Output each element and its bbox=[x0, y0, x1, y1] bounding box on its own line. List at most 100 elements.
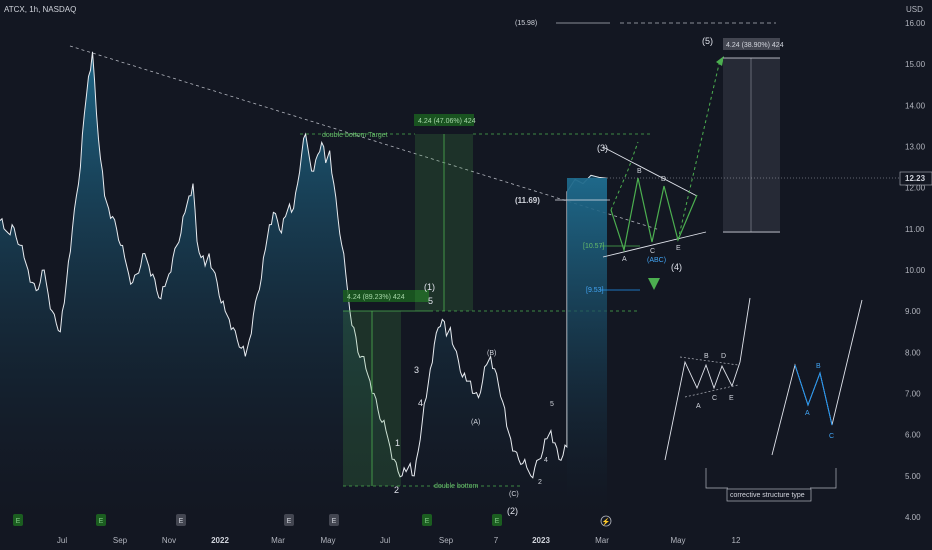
x-tick-label: Sep bbox=[113, 536, 128, 545]
x-tick-label: Nov bbox=[162, 536, 176, 545]
wave-4-label: (4) bbox=[671, 262, 682, 272]
x-tick-label: 2023 bbox=[532, 536, 550, 545]
wave-1-label: (1) bbox=[424, 282, 435, 292]
mid-measure-label-bg bbox=[414, 114, 474, 126]
level-1057-label: [10.57] bbox=[583, 243, 604, 250]
sub-wave-c: (C) bbox=[509, 491, 519, 498]
dividend-lightning-icon[interactable]: ⚡ bbox=[600, 515, 612, 527]
sub-wave-2: 2 bbox=[394, 485, 399, 495]
svg-text:E: E bbox=[99, 518, 104, 525]
corrective-label: corrective structure type bbox=[730, 492, 805, 499]
svg-text:E: E bbox=[425, 518, 430, 525]
earnings-icon[interactable]: E bbox=[13, 514, 23, 526]
x-tick-label: May bbox=[320, 536, 335, 545]
double-bottom-label: double bottom bbox=[434, 483, 479, 490]
price-line bbox=[0, 51, 608, 479]
y-tick-label: 5.00 bbox=[905, 472, 921, 481]
tri-abc: (ABC) bbox=[647, 257, 666, 264]
abc-c: C bbox=[829, 433, 834, 440]
corrective-triangle-lower bbox=[684, 384, 739, 398]
corrective-bracket bbox=[705, 468, 728, 489]
minor-2: 2 bbox=[538, 479, 542, 486]
y-tick-label: 7.00 bbox=[905, 390, 921, 399]
event-markers[interactable]: E E E E E E E ⚡ bbox=[13, 514, 612, 527]
wave5-arrowhead bbox=[716, 56, 724, 66]
earnings-icon[interactable]: E bbox=[492, 514, 502, 526]
wave3-projection bbox=[610, 141, 639, 211]
sub-wave-b: (B) bbox=[487, 350, 496, 357]
x-tick-label: Sep bbox=[439, 536, 454, 545]
last-price-label: 12.23 bbox=[905, 174, 926, 183]
sub-wave-3: 3 bbox=[414, 365, 419, 375]
level-1169-label: (11.69) bbox=[515, 196, 540, 205]
corrective-triangle-upper bbox=[679, 356, 739, 366]
corrective-bracket-right bbox=[810, 468, 837, 489]
minor-4: 4 bbox=[544, 457, 548, 464]
left-measure-label: 4.24 (89.23%) 424 bbox=[347, 294, 405, 301]
abc-a: A bbox=[805, 410, 810, 417]
diag-e: E bbox=[729, 395, 734, 402]
tri-d: D bbox=[661, 176, 666, 183]
corrective-abc-blue bbox=[794, 364, 833, 426]
wave5-measure-box bbox=[723, 58, 780, 233]
triangle-lower bbox=[602, 231, 707, 258]
wave-3-label: (3) bbox=[597, 143, 608, 153]
last-price-bg bbox=[899, 171, 932, 186]
level-1598-label: (15.98) bbox=[515, 20, 537, 27]
svg-text:E: E bbox=[287, 518, 292, 525]
earnings-icon[interactable]: E bbox=[176, 514, 186, 526]
wave-2-label: (2) bbox=[507, 506, 518, 516]
earnings-icon[interactable]: E bbox=[284, 514, 294, 526]
x-tick-label: Jul bbox=[380, 536, 390, 545]
currency-label: USD bbox=[906, 5, 923, 14]
tri-b: B bbox=[637, 168, 642, 175]
corrective-triangle-lines bbox=[664, 297, 751, 461]
symbol-label: ATCX, 1h, NASDAQ bbox=[4, 5, 77, 14]
left-measure-label-bg bbox=[343, 290, 429, 302]
earnings-icon[interactable]: E bbox=[96, 514, 106, 526]
y-tick-label: 9.00 bbox=[905, 307, 921, 316]
svg-text:E: E bbox=[332, 518, 337, 525]
x-tick-label: Jul bbox=[57, 536, 67, 545]
y-tick-label: 12.00 bbox=[905, 184, 926, 193]
x-tick-label: Mar bbox=[271, 536, 285, 545]
earnings-icon[interactable]: E bbox=[422, 514, 432, 526]
price-area bbox=[0, 51, 607, 518]
wave-5i-label: 5 bbox=[428, 296, 433, 306]
wave-5-label: (5) bbox=[702, 36, 713, 46]
y-tick-label: 15.00 bbox=[905, 60, 926, 69]
earnings-icon[interactable]: E bbox=[329, 514, 339, 526]
x-tick-label: May bbox=[670, 536, 685, 545]
wave3-column bbox=[567, 178, 607, 503]
db-target-label: double bottom Target bbox=[322, 132, 388, 139]
y-tick-label: 8.00 bbox=[905, 348, 921, 357]
sub-wave-a: (A) bbox=[471, 419, 480, 426]
y-tick-label: 10.00 bbox=[905, 266, 926, 275]
x-tick-label: Mar bbox=[595, 536, 609, 545]
down-arrow bbox=[648, 278, 660, 290]
x-tick-label: 7 bbox=[494, 536, 499, 545]
wave5-measure-label-bg bbox=[723, 38, 780, 50]
diag-c: C bbox=[712, 395, 717, 402]
diag-a: A bbox=[696, 403, 701, 410]
y-tick-label: 11.00 bbox=[905, 225, 925, 234]
corrective-label-box bbox=[726, 488, 812, 502]
sub-wave-4: 4 bbox=[418, 398, 423, 408]
wave5-projection bbox=[677, 59, 721, 241]
svg-text:⚡: ⚡ bbox=[602, 517, 611, 526]
level-953-label: [9.53] bbox=[586, 287, 604, 294]
corrective-abc-line bbox=[771, 299, 863, 456]
price-axis[interactable]: 16.00 15.00 14.00 13.00 12.00 11.00 10.00 9.00 8… bbox=[905, 19, 926, 522]
x-tick-label: 2022 bbox=[211, 536, 229, 545]
y-tick-label: 16.00 bbox=[905, 19, 926, 28]
minor-5: 5 bbox=[550, 401, 554, 408]
y-tick-label: 13.00 bbox=[905, 143, 926, 152]
tri-a: A bbox=[622, 256, 627, 263]
triangle-upper bbox=[602, 146, 698, 197]
wave5-measure-label: 4.24 (38.90%) 424 bbox=[726, 42, 784, 49]
y-tick-label: 4.00 bbox=[905, 513, 921, 522]
time-axis[interactable]: Jul Sep Nov 2022 Mar May Jul Sep 7 2023 Mar May 12 bbox=[57, 536, 741, 545]
tri-e: E bbox=[676, 245, 681, 252]
